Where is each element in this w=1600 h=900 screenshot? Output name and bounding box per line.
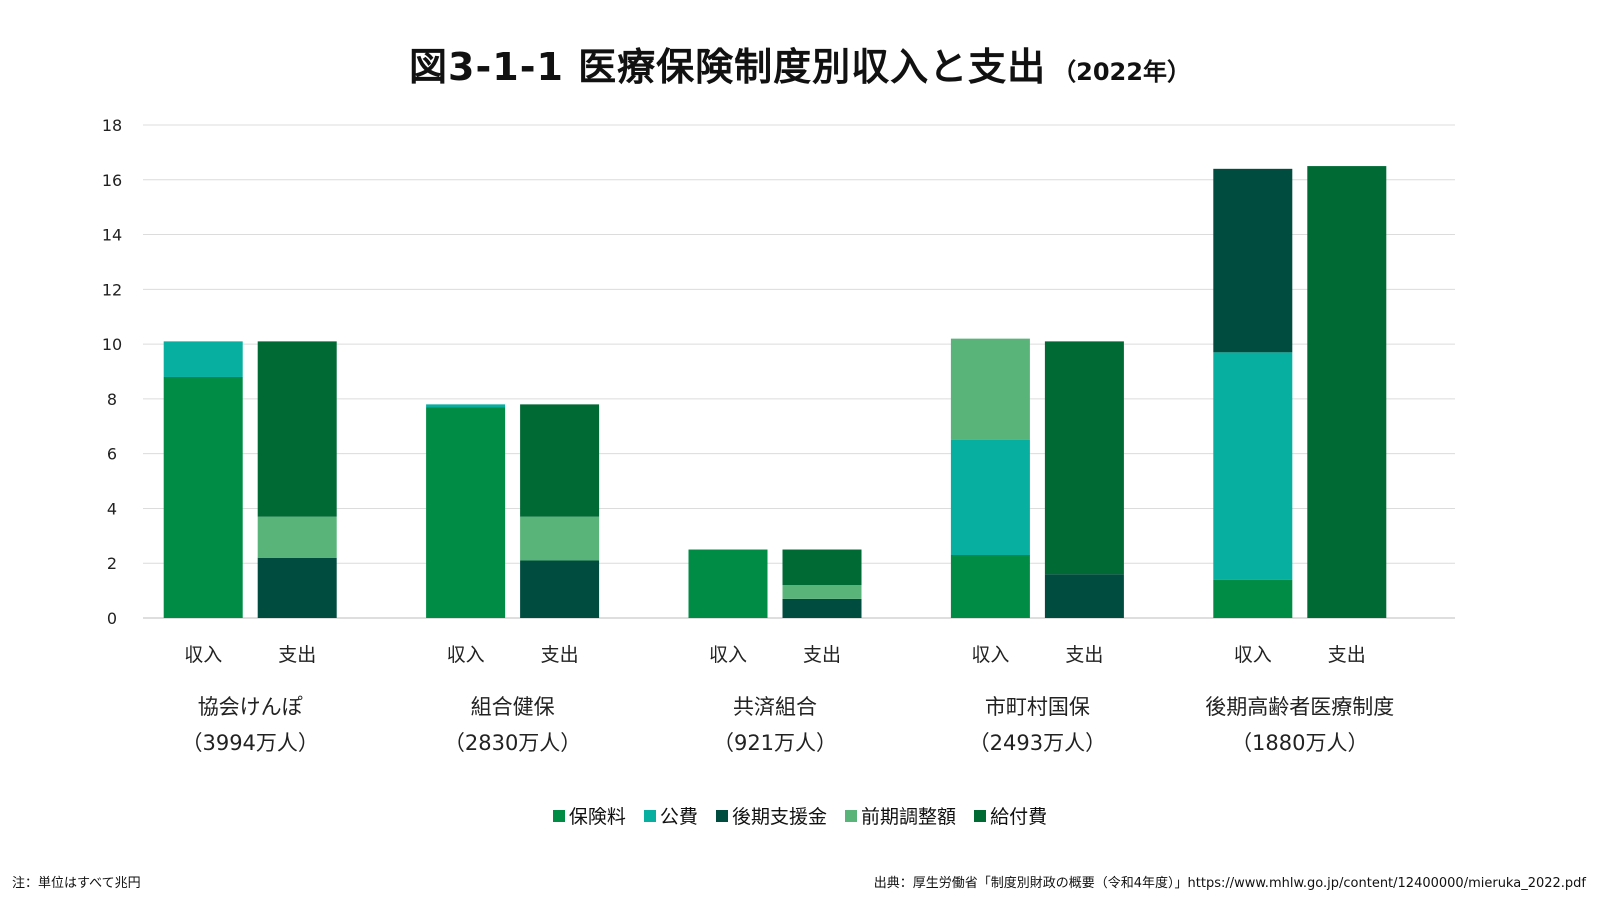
chart-title: 図3-1-1 医療保険制度別収入と支出 （2022年） <box>0 36 1600 91</box>
y-tick-label: 18 <box>102 116 122 135</box>
group-name-label: 組合健保 <box>471 695 555 719</box>
bar-segment <box>950 338 1030 440</box>
bar-category-label: 支出 <box>803 644 841 666</box>
bar-segment <box>257 341 337 517</box>
bar-category-label: 支出 <box>1065 644 1103 666</box>
bar-segment <box>520 516 600 561</box>
bar-segment <box>782 585 862 599</box>
group-population-label: （1880万人） <box>1231 731 1368 755</box>
bar-category-label: 支出 <box>541 644 579 666</box>
y-tick-label: 0 <box>107 609 117 628</box>
y-tick-label: 6 <box>107 445 117 464</box>
bar-segment <box>426 404 506 408</box>
chart-legend: 保険料 公費 後期支援金 前期調整額 給付費 <box>0 802 1600 829</box>
y-tick-label: 4 <box>107 499 117 518</box>
legend-item-kouhi: 公費 <box>643 802 698 829</box>
legend-label-kouhi: 公費 <box>659 806 698 828</box>
legend-label-kouki: 後期支援金 <box>731 806 827 828</box>
group-population-label: （2493万人） <box>969 731 1106 755</box>
legend-swatch-kouhi <box>643 810 656 822</box>
group-population-label: （2830万人） <box>444 731 581 755</box>
bar-segment <box>520 560 600 618</box>
bar-segment <box>950 555 1030 618</box>
bar-category-label: 収入 <box>184 644 222 666</box>
bar-segment <box>782 549 862 586</box>
y-tick-label: 2 <box>107 554 117 573</box>
y-tick-label: 14 <box>102 226 122 245</box>
legend-swatch-kyufu <box>974 810 987 822</box>
bar-category-label: 収入 <box>971 644 1009 666</box>
y-tick-label: 16 <box>102 171 122 190</box>
bar-segment <box>163 376 243 618</box>
group-name-label: 協会けんぽ <box>198 695 303 719</box>
bar-segment <box>1213 352 1293 580</box>
group-population-label: （3994万人） <box>181 731 318 755</box>
bar-segment <box>1307 166 1387 619</box>
bar-segment <box>257 557 337 618</box>
bar-segment <box>950 439 1030 556</box>
legend-label-zenki: 前期調整額 <box>861 806 957 828</box>
chart-title-year: （2022年） <box>1052 58 1191 86</box>
source-citation: 出典：厚生労働省「制度別財政の概要（令和4年度）」https://www.mhl… <box>873 876 1586 891</box>
legend-label-hoken: 保険料 <box>568 806 626 828</box>
group-population-label: （921万人） <box>713 731 837 755</box>
legend-swatch-hoken <box>552 810 565 822</box>
group-name-label: 後期高齢者医療制度 <box>1205 695 1394 719</box>
y-tick-label: 12 <box>102 280 122 299</box>
unit-note: 注：単位はすべて兆円 <box>12 876 141 891</box>
legend-item-kouki: 後期支援金 <box>715 802 827 829</box>
bar-category-label: 支出 <box>1328 644 1366 666</box>
bar-category-label: 収入 <box>447 644 485 666</box>
legend-item-zenki: 前期調整額 <box>845 802 956 829</box>
legend-item-hoken: 保険料 <box>552 802 626 829</box>
bar-segment <box>426 407 506 618</box>
bar-segment <box>1044 574 1124 618</box>
legend-swatch-zenki <box>845 810 858 822</box>
y-tick-label: 10 <box>102 335 122 354</box>
legend-label-kyufu: 給付費 <box>990 806 1048 828</box>
group-name-label: 市町村国保 <box>985 695 1090 719</box>
bar-segment <box>1213 579 1293 618</box>
legend-item-kyufu: 給付費 <box>974 802 1047 829</box>
y-tick-label: 8 <box>107 390 117 409</box>
bar-category-label: 収入 <box>1234 644 1272 666</box>
bar-segment <box>1044 341 1124 575</box>
bar-segment <box>520 404 600 517</box>
bar-category-label: 支出 <box>278 644 316 666</box>
bar-segment <box>782 598 862 618</box>
bar-segment <box>163 341 243 377</box>
group-name-label: 共済組合 <box>733 695 817 719</box>
bar-category-label: 収入 <box>709 644 747 666</box>
bar-segment <box>688 549 768 618</box>
legend-swatch-kouki <box>715 810 728 822</box>
chart-title-main: 図3-1-1 医療保険制度別収入と支出 <box>409 45 1047 89</box>
bar-segment <box>1213 168 1293 353</box>
bar-segment <box>257 516 337 558</box>
